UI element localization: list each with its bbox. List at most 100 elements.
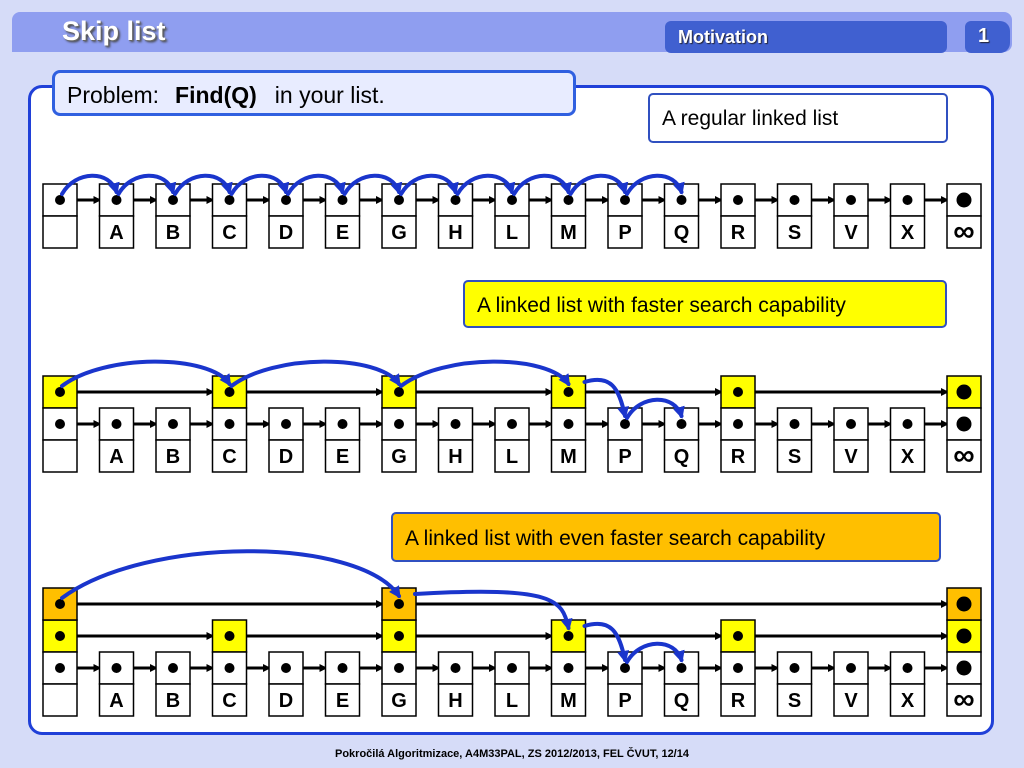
pointer-dot <box>394 195 404 205</box>
pointer-dot <box>733 195 743 205</box>
pointer-dot <box>111 419 122 429</box>
key-cell <box>776 683 813 717</box>
key-cell <box>889 683 926 717</box>
pointer-dot <box>902 195 913 205</box>
pointer-dot <box>224 419 235 429</box>
key-cell <box>889 439 926 473</box>
key-label: Q <box>674 446 690 468</box>
pointer-dot <box>55 663 65 673</box>
pointer-dot <box>676 195 687 205</box>
pointer-dot <box>956 660 972 676</box>
key-cell <box>437 439 474 473</box>
key-label: S <box>788 222 801 244</box>
key-cell <box>720 683 756 717</box>
pointer-dot <box>337 419 348 429</box>
search-path-arrow <box>625 173 685 196</box>
pointer-dot <box>956 384 972 400</box>
pointer-dot <box>337 663 348 673</box>
pointer-dot <box>789 663 800 673</box>
list-node: M <box>550 619 587 717</box>
pointer-dot <box>676 419 687 429</box>
pointer-dot <box>956 416 972 432</box>
key-label: A <box>109 222 123 244</box>
pointer-dot <box>676 663 687 673</box>
key-cell <box>211 439 248 473</box>
key-label: A <box>109 446 123 468</box>
key-cell <box>324 439 361 473</box>
list-node: A <box>98 651 135 717</box>
pointer-dot <box>281 419 291 429</box>
list-node: H <box>437 651 474 717</box>
search-path-arrow <box>399 359 571 388</box>
key-label: X <box>901 446 915 468</box>
key-cell <box>268 683 304 717</box>
key-cell <box>720 439 756 473</box>
list-node: Q <box>663 407 700 473</box>
key-cell <box>550 439 587 473</box>
pointer-dot <box>224 387 235 397</box>
caption-regular-list: A regular linked list <box>648 93 948 143</box>
pointer-dot <box>956 192 972 208</box>
diagram-faster: A B C D E G H L M P Q R S V X ∞ <box>42 359 982 473</box>
key-label: P <box>618 690 631 712</box>
pointer-dot <box>224 631 235 641</box>
key-label: X <box>901 222 915 244</box>
pointer-cell <box>155 407 191 441</box>
pointer-dot <box>168 419 178 429</box>
key-cell <box>324 683 361 717</box>
key-label: B <box>166 222 180 244</box>
key-label: A <box>109 690 123 712</box>
pointer-dot <box>902 663 913 673</box>
key-label: L <box>506 690 518 712</box>
search-path-arrow <box>173 173 233 196</box>
key-cell <box>155 439 191 473</box>
list-node: S <box>776 183 813 249</box>
search-path-arrow <box>413 589 573 631</box>
pointer-dot <box>55 599 65 609</box>
search-path-arrow <box>60 173 120 196</box>
key-cell <box>211 215 248 249</box>
key-label: H <box>448 690 462 712</box>
pointer-dot <box>956 596 972 612</box>
key-cell <box>211 683 248 717</box>
key-cell <box>155 683 191 717</box>
search-path-arrow <box>512 173 572 196</box>
head-node <box>42 375 78 473</box>
key-cell <box>776 439 813 473</box>
list-node: V <box>833 407 869 473</box>
key-cell <box>494 215 530 249</box>
key-cell <box>98 215 135 249</box>
key-label: R <box>731 446 746 468</box>
key-cell <box>550 215 587 249</box>
pointer-dot <box>507 663 517 673</box>
key-label: V <box>844 222 858 244</box>
list-node: D <box>268 407 304 473</box>
key-label: V <box>844 690 858 712</box>
pointer-dot <box>733 631 743 641</box>
list-node: R <box>720 619 756 717</box>
key-label: S <box>788 446 801 468</box>
pointer-cell <box>833 183 869 217</box>
pointer-dot <box>956 628 972 644</box>
head-node <box>42 587 78 717</box>
pointer-dot <box>563 195 574 205</box>
problem-call: Find(Q) <box>175 82 257 108</box>
list-node: D <box>268 651 304 717</box>
list-node: M <box>550 375 587 473</box>
key-cell <box>381 683 417 717</box>
pointer-dot <box>733 663 743 673</box>
pointer-dot <box>55 631 65 641</box>
key-label: M <box>560 222 577 244</box>
tail-node: ∞ <box>946 183 982 249</box>
pointer-cell <box>946 407 982 441</box>
search-path-arrow <box>582 377 629 419</box>
infinity-label: ∞ <box>953 215 974 248</box>
pointer-dot <box>450 663 461 673</box>
key-label: D <box>279 446 293 468</box>
key-cell <box>494 439 530 473</box>
pointer-dot <box>789 195 800 205</box>
key-cell <box>663 215 700 249</box>
key-cell <box>663 683 700 717</box>
key-label: P <box>618 446 631 468</box>
